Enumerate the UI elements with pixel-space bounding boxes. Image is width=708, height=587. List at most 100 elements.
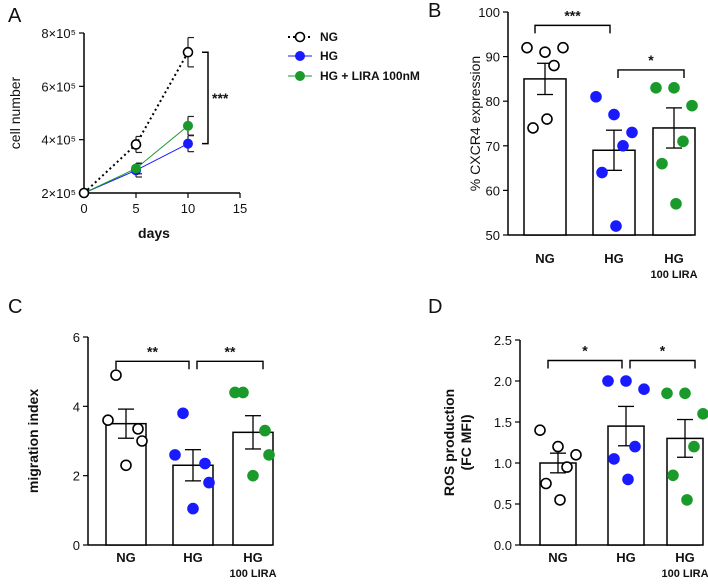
data-point: [540, 477, 552, 490]
data-point: [187, 502, 199, 515]
y-tick-label-a: 4×10⁵: [41, 133, 76, 148]
data-point: [120, 459, 132, 472]
significance-label: *: [660, 343, 666, 359]
legend-label-ng: NG: [320, 30, 338, 44]
category-label: HG: [664, 251, 684, 266]
significance-label: **: [147, 343, 158, 359]
data-point: [539, 46, 551, 58]
data-point: [602, 375, 614, 387]
significance-label-a: ***: [212, 90, 229, 106]
data-point: [110, 369, 122, 381]
panel-b: B 50 60 70 80 90 100 % CXCR4 expression NG HG HG 10…: [428, 0, 698, 281]
significance-label: **: [225, 343, 236, 359]
data-point: [622, 473, 634, 486]
significance-bracket: [115, 360, 190, 370]
panel-letter-d: D: [428, 296, 442, 318]
data-point: [102, 414, 114, 427]
legend-marker-hg: [295, 51, 305, 61]
data-point: [229, 386, 241, 399]
category-label: NG: [548, 550, 568, 565]
data-point: [679, 387, 691, 400]
data-point: [681, 494, 693, 506]
data-point: [199, 457, 211, 470]
data-point-ng: [130, 139, 142, 150]
data-point: [534, 424, 546, 437]
y-tick-label: 60: [486, 183, 500, 198]
y-tick-label: 90: [486, 50, 500, 65]
bar: [523, 78, 567, 236]
data-point: [554, 494, 566, 506]
data-point: [259, 424, 271, 437]
data-point: [629, 440, 641, 453]
data-point: [527, 122, 539, 134]
data-point: [638, 383, 650, 396]
x-tick-label-a: 0: [80, 201, 87, 216]
data-point: [247, 469, 259, 482]
legend-label-hg-lira: HG + LIRA 100nM: [320, 69, 420, 83]
category-label: HG: [616, 550, 636, 565]
y-tick-label: 0: [73, 538, 80, 553]
data-point: [677, 135, 689, 148]
y-tick-label: 0.0: [494, 538, 512, 553]
x-axis-title-a: days: [138, 225, 170, 241]
data-point: [521, 41, 533, 54]
y-tick-label: 1.5: [494, 415, 512, 430]
y-tick-label: 2.0: [494, 374, 512, 389]
data-point: [686, 99, 698, 112]
y-axis-title: % CXCR4 expression: [467, 56, 483, 191]
data-point: [650, 82, 662, 94]
panel-letter-c: C: [8, 296, 22, 318]
legend-marker-ng: [294, 31, 306, 43]
panel-a: A 2×10⁵ 4×10⁵ 6×10⁵ 8×10⁵ 0 5 10 15 days cell numb…: [7, 5, 420, 241]
y-tick-label: 4: [73, 399, 80, 414]
significance-label: ***: [564, 7, 581, 23]
legend-label-hg: HG: [320, 49, 338, 63]
y-axis-title-a: cell number: [7, 76, 23, 149]
y-tick-label-a: 2×10⁵: [41, 186, 76, 201]
significance-bracket: [196, 360, 264, 370]
data-point: [668, 82, 680, 94]
y-axis-title: ROS production: [441, 389, 457, 496]
data-point: [552, 440, 564, 453]
significance-bracket-a: [202, 51, 209, 145]
data-point-hg-lira: [183, 120, 193, 131]
data-point: [608, 108, 620, 121]
category-label: HG: [183, 550, 203, 565]
data-point: [596, 166, 608, 179]
category-label: HG: [604, 251, 624, 266]
significance-bracket: [547, 359, 623, 369]
data-point: [570, 448, 582, 461]
data-point: [177, 407, 189, 420]
data-point: [608, 453, 620, 465]
panel-letter-b: B: [428, 0, 441, 22]
data-point: [541, 113, 553, 125]
y-tick-label: 0.5: [494, 497, 512, 512]
category-label: HG: [675, 550, 695, 565]
data-point: [169, 449, 181, 461]
data-point: [132, 423, 144, 435]
y-tick-label: 6: [73, 330, 80, 345]
significance-bracket: [534, 24, 611, 34]
y-axis-title: (FC MFI): [458, 415, 474, 471]
y-tick-label: 50: [486, 228, 500, 243]
data-point-ng: [182, 46, 194, 58]
legend-marker-hg-lira: [295, 71, 305, 81]
data-point: [656, 157, 668, 170]
category-label: HG: [243, 550, 263, 565]
significance-bracket: [617, 69, 685, 78]
panel-c: C 0 2 4 6 migration index NG HG HG 100 LIRA ** **: [8, 296, 277, 580]
y-tick-label: 2: [73, 469, 80, 484]
significance-bracket: [629, 359, 696, 369]
data-point: [667, 469, 679, 482]
y-tick-label-a: 6×10⁵: [41, 79, 76, 94]
x-tick-label-a: 15: [233, 201, 247, 216]
panel-d: D 0.0 0.5 1.0 1.5 2.0 2.5 ROS production (FC MFI…: [428, 296, 708, 580]
data-point-ng: [78, 187, 90, 199]
category-label: NG: [116, 550, 136, 565]
y-tick-label: 70: [486, 139, 500, 154]
significance-label: *: [582, 343, 588, 359]
y-tick-label: 1.0: [494, 456, 512, 471]
data-point: [610, 220, 622, 232]
panel-letter-a: A: [8, 5, 22, 27]
data-point: [617, 140, 629, 152]
